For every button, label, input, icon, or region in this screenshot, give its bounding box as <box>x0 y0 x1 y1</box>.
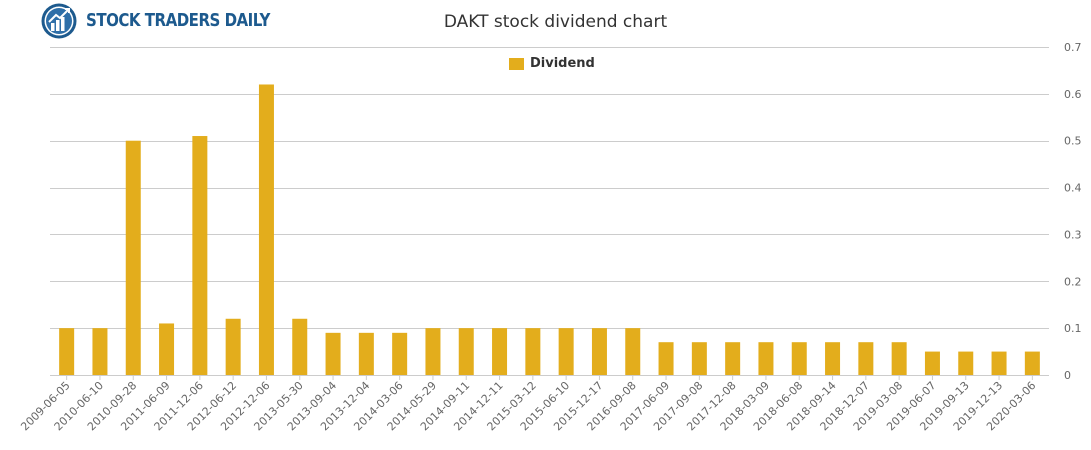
y-axis-ticks: 0 0.1 0.2 0.3 0.4 0.5 0.6 0.7 <box>1064 41 1082 382</box>
bar[interactable] <box>358 332 374 375</box>
bar[interactable] <box>292 318 308 375</box>
bar[interactable] <box>159 323 175 375</box>
bar[interactable] <box>59 328 75 375</box>
chart-globe-icon <box>41 3 77 39</box>
chart-title: DAKT stock dividend chart <box>443 12 668 32</box>
y-tick-label: 0.1 <box>1064 322 1082 335</box>
y-tick-label: 0.3 <box>1064 228 1082 241</box>
legend-swatch <box>509 57 524 70</box>
y-tick-label: 0.5 <box>1064 135 1082 148</box>
bar[interactable] <box>92 328 108 375</box>
bar[interactable] <box>392 332 408 375</box>
y-tick-label: 0.6 <box>1064 88 1082 101</box>
bar[interactable] <box>958 351 974 375</box>
bar[interactable] <box>192 136 208 375</box>
y-tick-label: 0.7 <box>1064 41 1082 54</box>
y-tick-label: 0.4 <box>1064 182 1082 195</box>
bar[interactable] <box>991 351 1007 375</box>
x-axis-ticks: 2009-06-052010-06-102010-09-282011-06-09… <box>18 375 1038 433</box>
bar[interactable] <box>791 342 807 375</box>
bar[interactable] <box>325 332 341 375</box>
y-tick-label: 0 <box>1064 369 1071 382</box>
bar[interactable] <box>658 342 674 375</box>
bar[interactable] <box>458 328 474 375</box>
y-tick-label: 0.2 <box>1064 275 1082 288</box>
bar[interactable] <box>558 328 574 375</box>
bar[interactable] <box>924 351 940 375</box>
bar[interactable] <box>825 342 841 375</box>
bar[interactable] <box>858 342 874 375</box>
bar[interactable] <box>258 84 274 375</box>
legend[interactable]: Dividend <box>509 56 595 71</box>
bar[interactable] <box>758 342 774 375</box>
bar[interactable] <box>591 328 607 375</box>
bar[interactable] <box>891 342 907 375</box>
bar[interactable] <box>425 328 441 375</box>
bar[interactable] <box>691 342 707 375</box>
bar[interactable] <box>225 318 241 375</box>
bar[interactable] <box>725 342 741 375</box>
bar[interactable] <box>492 328 508 375</box>
bar[interactable] <box>625 328 641 375</box>
bar[interactable] <box>525 328 541 375</box>
legend-label-dividend: Dividend <box>530 56 595 71</box>
bars <box>59 84 1040 375</box>
gridlines <box>50 47 1049 376</box>
bar[interactable] <box>125 140 141 375</box>
bar[interactable] <box>1024 351 1040 375</box>
brand-logo[interactable]: STOCK TRADERS DAILY <box>40 2 300 40</box>
brand-name: STOCK TRADERS DAILY <box>86 11 270 31</box>
